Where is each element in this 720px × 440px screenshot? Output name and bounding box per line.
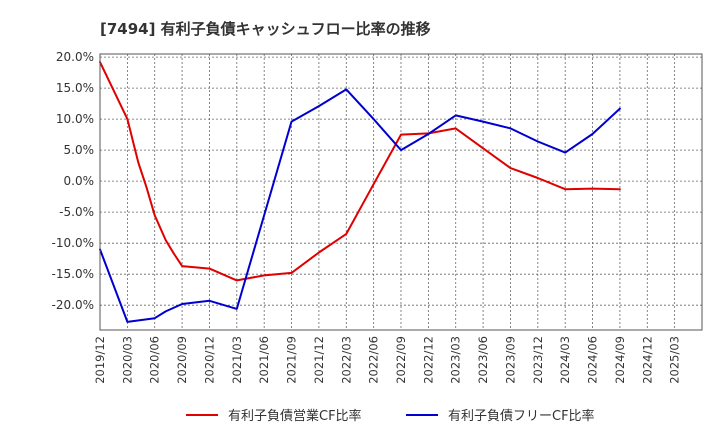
y-tick-label: -10.0% [52, 236, 94, 250]
x-tick-label: 2020/09 [175, 336, 189, 384]
x-tick-label: 2022/06 [367, 336, 381, 384]
x-tick-label: 2024/03 [558, 336, 572, 384]
y-tick-label: -20.0% [52, 298, 94, 312]
x-tick-label: 2021/03 [230, 336, 244, 384]
y-tick-label: 10.0% [56, 112, 94, 126]
y-tick-label: 5.0% [64, 143, 95, 157]
x-tick-label: 2021/09 [285, 336, 299, 384]
x-tick-label: 2023/06 [476, 336, 490, 384]
plot-area-frame [99, 53, 703, 331]
x-tick-label: 2024/12 [640, 336, 654, 384]
x-tick-label: 2025/03 [668, 336, 682, 384]
legend: 有利子負債営業CF比率 有利子負債フリーCF比率 [186, 408, 595, 424]
x-tick-label: 2021/06 [257, 336, 271, 384]
series-line-1 [99, 61, 621, 282]
y-tick-label: -15.0% [52, 267, 94, 281]
legend-label-1: 有利子負債営業CF比率 [228, 408, 362, 424]
y-tick-label: 20.0% [56, 50, 94, 64]
x-tick-label: 2020/03 [120, 336, 134, 384]
series-lines [99, 61, 621, 323]
x-tick-label: 2023/12 [531, 336, 545, 384]
x-tick-label: 2020/12 [202, 336, 216, 384]
x-tick-label: 2023/03 [449, 336, 463, 384]
x-axis: 2019/12 2020/03 2020/06 2020/09 2020/12 2021/… [93, 336, 682, 384]
x-tick-label: 2024/09 [613, 336, 627, 384]
x-tick-label: 2022/12 [421, 336, 435, 384]
y-tick-label: 15.0% [56, 81, 94, 95]
legend-label-2: 有利子負債フリーCF比率 [448, 408, 595, 424]
x-tick-label: 2021/12 [312, 336, 326, 384]
x-tick-label: 2023/09 [503, 336, 517, 384]
x-tick-label: 2022/09 [394, 336, 408, 384]
x-tick-label: 2020/06 [148, 336, 162, 384]
x-tick-label: 2024/06 [586, 336, 600, 384]
x-tick-label: 2022/03 [339, 336, 353, 384]
y-tick-label: 0.0% [64, 174, 95, 188]
series-line-2 [99, 88, 621, 323]
x-tick-label: 2019/12 [93, 336, 107, 384]
chart-title: [7494] 有利子負債キャッシュフロー比率の推移 [100, 20, 431, 38]
y-tick-label: -5.0% [59, 205, 94, 219]
y-axis: 20.0% 15.0% 10.0% 5.0% 0.0% -5.0% -10.0% -15.0%… [52, 50, 94, 312]
grid [100, 54, 703, 330]
